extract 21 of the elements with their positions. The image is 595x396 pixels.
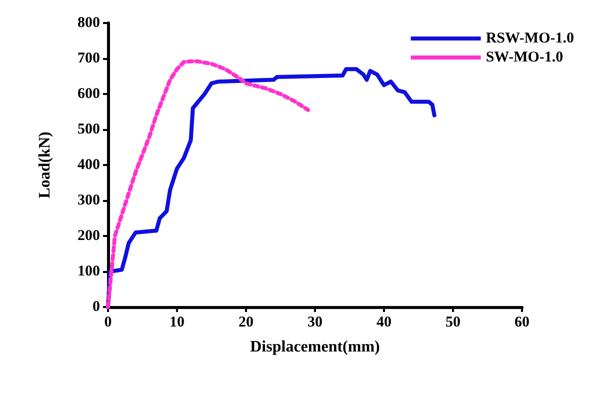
x-tick-label: 30 xyxy=(308,314,322,330)
y-tick-label: 400 xyxy=(78,157,100,173)
legend-label: RSW-MO-1.0 xyxy=(486,30,574,46)
line-series xyxy=(106,59,310,309)
x-axis-title: Displacement(mm) xyxy=(250,338,380,356)
x-tick-label: 20 xyxy=(238,314,254,330)
x-tick-label: 50 xyxy=(446,314,460,330)
y-tick-label: 800 xyxy=(78,15,100,31)
y-tick-label: 300 xyxy=(78,192,100,208)
y-tick-label: 500 xyxy=(78,122,100,138)
x-tick-label: 0 xyxy=(104,314,112,330)
x-tick-label: 60 xyxy=(514,314,530,330)
x-tick-label: 40 xyxy=(376,314,392,330)
x-tick-label: 10 xyxy=(170,314,184,330)
y-tick-label: 0 xyxy=(92,299,100,315)
y-tick-label: 700 xyxy=(78,50,100,66)
y-tick-label: 600 xyxy=(78,86,100,102)
y-tick-label: 100 xyxy=(78,264,100,280)
legend-label: SW-MO-1.0 xyxy=(486,50,564,66)
y-axis-title: Load(kN) xyxy=(36,132,54,198)
y-tick-label: 200 xyxy=(78,228,100,244)
